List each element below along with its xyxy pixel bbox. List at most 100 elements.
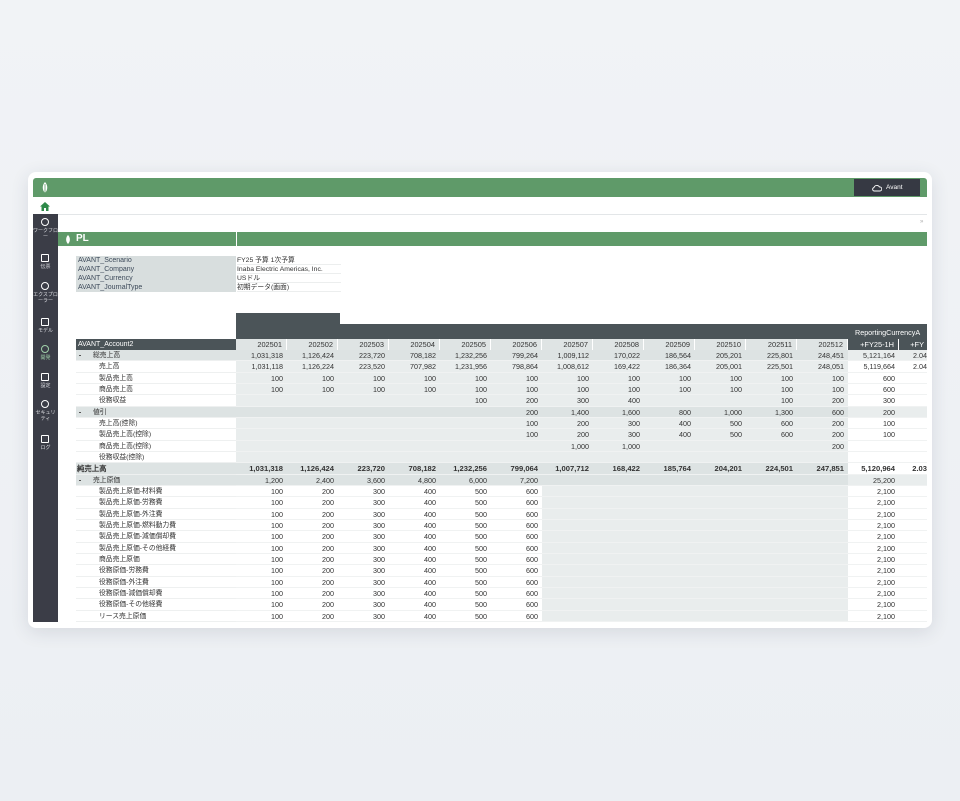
cell-value: 200 [526,396,538,406]
column-header[interactable]: +FY [899,339,927,350]
row-label-cell: 売上原価 [76,474,236,486]
parameter-value[interactable]: USドル [237,274,341,283]
row-label: 役務原価-外注費 [99,578,149,586]
cell-value: 500 [475,509,487,519]
column-header[interactable]: 202507 [542,339,593,350]
cell-value: 500 [475,566,487,576]
cell-value: 2,400 [316,475,334,485]
cell [797,587,848,600]
account-menu[interactable]: Avant [854,179,920,196]
row-label: 売上高(控除) [99,419,138,427]
cell [542,474,593,486]
cell: 500 [440,531,491,543]
column-header[interactable]: 202503 [338,339,389,350]
nav-item[interactable]: 伝票 [33,254,58,280]
cell: 1,000 [593,440,644,452]
cell [593,565,644,577]
cell-value: 300 [628,418,640,428]
cell [797,542,848,554]
cell [695,610,746,622]
cell: 2.04 [899,350,927,362]
cell: 1,126,424 [287,463,338,475]
cell: 100 [236,587,287,600]
cell [899,519,927,532]
cell: 100 [542,372,593,384]
cell [542,565,593,577]
row-label-cell: 製品売上高 [76,372,236,384]
column-header[interactable]: 202510 [695,339,746,350]
column-header[interactable]: 202509 [644,339,695,350]
cell: 2.03 [899,463,927,475]
column-header[interactable]: +FY25-1H [848,339,899,350]
row-label: 値引 [93,408,107,416]
column-header[interactable]: 202506 [491,339,542,350]
cell-value: 300 [883,396,895,406]
cell [746,440,797,452]
cell [542,519,593,532]
cell [644,474,695,486]
parameter-value[interactable]: Inaba Electric Americas, Inc. [237,265,341,274]
cell: 1,231,956 [440,361,491,373]
nav-item[interactable]: セキュリティ [33,400,58,426]
expand-toggle[interactable] [79,411,81,413]
column-header[interactable]: 202501 [236,339,287,350]
nav-item[interactable]: 設定 [33,373,58,399]
nav-icon [41,400,49,408]
cell: 600 [491,531,542,543]
cell: 500 [440,610,491,622]
parameter-value[interactable]: 初期データ(画面) [237,283,341,292]
cell [236,429,287,441]
cell-value: 100 [475,396,487,406]
cell: 200 [287,531,338,543]
cell [797,610,848,622]
nav-icon [41,254,49,262]
row-label-cell: 役務収益 [76,395,236,407]
cell [593,497,644,509]
column-header[interactable]: 202504 [389,339,440,350]
cell: 186,564 [644,350,695,362]
nav-item[interactable]: ログ [33,435,58,461]
parameter-name: AVANT_Scenario [76,256,236,265]
cell-value: 300 [373,554,385,564]
cell [542,553,593,566]
nav-item[interactable]: ワークフロー [33,218,58,244]
cell: 223,720 [338,463,389,475]
cell: 170,022 [593,350,644,362]
nav-item[interactable]: モデル [33,318,58,344]
cell: 1,031,318 [236,463,287,475]
parameter-value[interactable]: FY25 予算 1次予算 [237,256,341,265]
cell [542,485,593,498]
column-header[interactable]: 202511 [746,339,797,350]
expand-toggle[interactable] [79,479,81,481]
row-label-cell: 製品売上高(控除) [76,429,236,441]
cell [440,406,491,418]
cell [644,553,695,566]
home-button[interactable] [40,202,50,211]
cell: 500 [440,587,491,600]
cell-value: 400 [424,509,436,519]
column-header[interactable]: 202505 [440,339,491,350]
row-label-cell: 製品売上原価-外注費 [76,508,236,520]
cell [899,576,927,588]
column-header[interactable]: 202512 [797,339,848,350]
cell-value: 100 [679,384,691,394]
nav-item[interactable]: 開発 [33,345,58,371]
cell: 200 [542,429,593,441]
nav-item[interactable]: エクスプローラー [33,282,58,308]
cell-value: 500 [475,498,487,508]
row-label: 役務原価-労務費 [99,567,149,575]
cell: 1,000 [695,406,746,418]
expand-toggle[interactable] [79,355,81,356]
cell-value: 4,800 [418,475,436,485]
cell [797,553,848,566]
column-header[interactable]: 202502 [287,339,338,350]
cell-value: 100 [781,373,793,383]
cell-value: 600 [526,611,538,621]
column-header[interactable]: 202508 [593,339,644,350]
cell: 400 [389,565,440,577]
cell: 200 [287,508,338,520]
collapse-icon[interactable]: » [920,219,924,225]
cell: 100 [593,383,644,396]
cell: 600 [491,542,542,554]
